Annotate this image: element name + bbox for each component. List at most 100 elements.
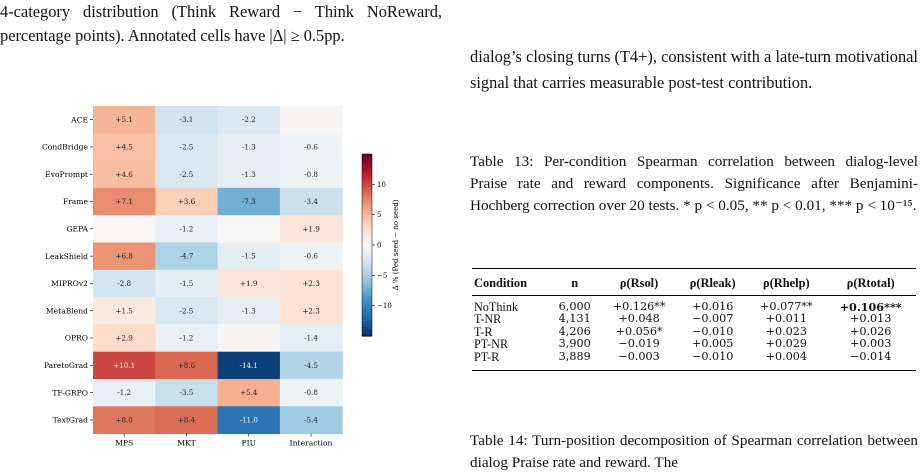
cell-value-label: -2.5	[180, 306, 194, 315]
y-tick-label: TF-GRPO	[52, 388, 88, 397]
colorbar-segment	[362, 235, 372, 240]
table-cell: +0.126**	[612, 299, 666, 313]
heatmap-cell	[279, 297, 343, 325]
y-tick-label: OPRO	[65, 334, 88, 343]
y-tick-label: Frame	[63, 197, 89, 206]
heatmap-cell	[93, 160, 156, 189]
cell-value-label: -3.4	[304, 197, 318, 206]
heatmap-cell	[155, 406, 219, 435]
cell-value-label: +10.1	[113, 361, 135, 370]
table-cell: +0.106***	[839, 299, 902, 314]
heatmap-cell	[93, 297, 156, 325]
y-tick-label: ParetoGrad	[44, 361, 88, 370]
table-header-cell: ρ(Rtotal)	[846, 276, 895, 290]
table13: Condition n ρ(Rsol) ρ(Rleak) ρ(Rhelp) ρ(Rtota…	[472, 268, 916, 371]
table-row: T-R 4,206 +0.056* −0.010 +0.023 +0.026	[472, 324, 916, 339]
table-header-cell: n	[571, 276, 579, 290]
heatmap-cell	[155, 215, 219, 243]
y-tick-label: ACE	[70, 115, 88, 124]
colorbar-segment	[362, 266, 372, 270]
x-tick-label: Interaction	[290, 439, 333, 448]
table-header-cell: Condition	[474, 276, 528, 290]
colorbar-segment	[362, 260, 372, 264]
colorbar-segment	[362, 308, 372, 313]
heatmap-cell	[217, 324, 281, 353]
colorbar-segment	[362, 278, 372, 282]
table-cell: +0.048	[618, 312, 660, 326]
heatmap-cell	[93, 242, 156, 271]
table-cell: T-NR	[474, 312, 502, 327]
cell-value-label: -7.3	[242, 197, 256, 206]
heatmap-cell	[279, 215, 343, 243]
table14-caption: Table 14: Turn-position decomposition of…	[470, 430, 918, 474]
colorbar-segment	[362, 263, 372, 267]
colorbar-segment	[362, 199, 372, 204]
heatmap-cell	[155, 351, 219, 380]
heatmap-cell	[217, 187, 281, 216]
heatmap-figure: +5.1 -3.1 -2.2 +4.5 -2.5 -1.3 -0.6 +4.6 -2.5 -1.3…	[0, 90, 460, 474]
table-cell: 4,131	[558, 312, 591, 326]
cell-value-label: -11.0	[240, 415, 259, 424]
colorbar-segment	[362, 205, 372, 210]
colorbar-segment	[362, 241, 372, 246]
table-cell: −0.010	[691, 324, 734, 338]
x-tick-label: MPS	[115, 439, 133, 448]
table-cell: +0.003	[849, 337, 892, 351]
heatmap-cell	[279, 160, 343, 189]
cell-value-label: -1.3	[242, 142, 256, 151]
table-cell: 3,889	[558, 349, 591, 363]
colorbar-segment	[362, 317, 372, 322]
colorbar-segment	[362, 208, 372, 213]
heatmap-cell	[217, 160, 281, 189]
colorbar-segment	[362, 275, 372, 279]
table-cell: 4,206	[558, 324, 591, 338]
heatmap-cell	[93, 406, 156, 435]
table-cell: −0.007	[691, 312, 734, 326]
colorbar-segment	[362, 323, 372, 328]
cell-value-label: +8.4	[178, 415, 196, 424]
colorbar-segment	[362, 272, 372, 276]
table-row: NoThink 6,000 +0.126** +0.016 +0.077** +0.106…	[472, 295, 916, 313]
heatmap-cell	[155, 242, 219, 271]
colorbar-segment	[362, 232, 372, 237]
heatmap-cell	[93, 351, 156, 380]
heatmap-cell	[217, 269, 281, 298]
table-header-cell: ρ(Rhelp)	[763, 276, 810, 290]
colorbar-segment	[362, 326, 372, 331]
cell-value-label: -1.3	[242, 306, 256, 315]
table-row: T-NR 4,131 +0.048 −0.007 +0.011 +0.013	[472, 313, 916, 326]
cell-value-label: -2.5	[180, 142, 194, 151]
heatmap-cell	[217, 133, 281, 162]
heatmap-cell	[93, 106, 156, 134]
cell-value-label: +2.3	[302, 306, 320, 315]
body-paragraph-text: dialog’s closing turns (T4+), consistent…	[470, 47, 918, 92]
colorbar-segment	[362, 196, 372, 201]
table-header-row: Condition n ρ(Rsol) ρ(Rleak) ρ(Rhelp) ρ(Rtota…	[472, 268, 916, 296]
heatmap-cell	[279, 351, 343, 380]
cell-value-label: -1.2	[180, 224, 194, 233]
heatmap-cell	[279, 133, 343, 162]
cell-value-label: -0.6	[304, 142, 318, 151]
table-cell: T-R	[474, 324, 493, 339]
heatmap-cell	[217, 351, 281, 380]
colorbar-tick-label: −5	[377, 272, 387, 280]
y-tick-label: TextGrad	[53, 416, 89, 425]
heatmap-cell	[93, 187, 156, 216]
heatmap-cell	[217, 379, 281, 407]
colorbar-segment	[362, 163, 372, 167]
table-row: PT-R 3,889 −0.003 −0.010 +0.004 −0.014	[472, 349, 916, 371]
colorbar-segment	[362, 223, 372, 228]
heatmap-cell	[93, 324, 156, 353]
cell-value-label: -2.5	[180, 170, 194, 179]
cell-value-label: -0.6	[304, 252, 318, 261]
cell-value-label: -3.1	[180, 115, 194, 124]
table-cell: −0.014	[849, 349, 892, 363]
table-header-cell: ρ(Rsol)	[619, 276, 659, 290]
cell-value-label: +4.5	[115, 142, 133, 151]
colorbar-segment	[362, 305, 372, 310]
cell-value-label: +5.1	[115, 115, 132, 124]
heatmap-cell	[279, 187, 343, 216]
colorbar-segment	[362, 157, 372, 161]
colorbar-tick-label: 0	[377, 242, 381, 250]
cell-value-label: -0.8	[304, 170, 318, 179]
